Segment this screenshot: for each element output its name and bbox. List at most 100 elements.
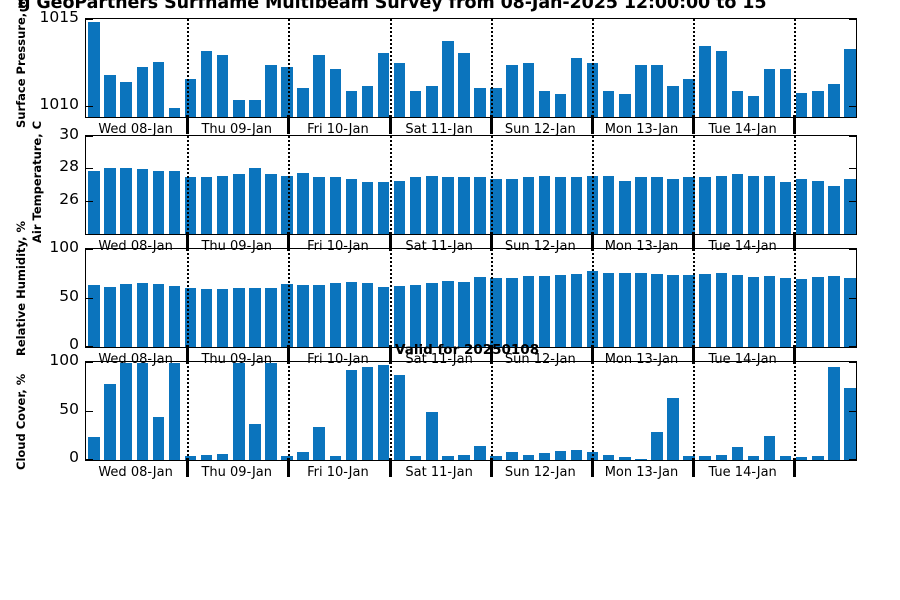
bar bbox=[136, 66, 149, 117]
x-axis-day-label: Tue 14-Jan bbox=[708, 352, 777, 367]
y-tick-mark bbox=[86, 346, 93, 347]
bar bbox=[715, 273, 728, 347]
bar bbox=[297, 172, 309, 234]
day-tick bbox=[489, 232, 493, 251]
x-axis-day-label: Fri 10-Jan bbox=[307, 352, 369, 367]
x-axis-day-label: Sun 12-Jan bbox=[504, 352, 576, 367]
x-axis: Wed 08-Jan Thu 09-Jan Fri 10-Jan Sat 11-Jan… bbox=[85, 458, 857, 488]
x-axis-day-label: Thu 09-Jan bbox=[201, 122, 273, 137]
bar bbox=[844, 49, 856, 117]
y-tick-mark bbox=[849, 105, 856, 107]
bar bbox=[281, 175, 293, 234]
bar bbox=[667, 85, 679, 117]
x-axis-day-label: Wed 08-Jan bbox=[98, 352, 173, 367]
x-axis-day-label: Fri 10-Jan bbox=[307, 239, 369, 254]
y-tick-mark bbox=[849, 19, 856, 20]
day-tick bbox=[287, 115, 291, 134]
bar bbox=[409, 177, 422, 234]
bar bbox=[602, 455, 615, 460]
day-gridline bbox=[389, 249, 392, 347]
bar bbox=[844, 278, 856, 347]
bar bbox=[184, 287, 197, 347]
bar bbox=[651, 274, 663, 347]
bar bbox=[345, 179, 358, 234]
day-tick bbox=[590, 115, 594, 134]
bar bbox=[393, 374, 406, 460]
bar bbox=[651, 65, 663, 117]
bar bbox=[442, 40, 454, 117]
bar bbox=[522, 276, 535, 347]
bar bbox=[393, 63, 406, 117]
bar bbox=[120, 82, 132, 117]
bar bbox=[699, 177, 711, 234]
bar bbox=[458, 282, 470, 347]
x-axis-day-label: Tue 14-Jan bbox=[708, 465, 777, 480]
day-gridline bbox=[389, 19, 392, 117]
panel-relative-humidity bbox=[85, 248, 857, 348]
plot-area-air-temperature bbox=[86, 136, 856, 234]
day-gridline bbox=[288, 249, 291, 347]
y-tick-label: 50 bbox=[59, 286, 79, 305]
day-tick bbox=[186, 458, 190, 477]
bar bbox=[570, 450, 583, 460]
day-gridline bbox=[490, 19, 493, 117]
bar bbox=[88, 170, 100, 234]
bar bbox=[490, 87, 502, 117]
y-tick-label: 26 bbox=[59, 189, 79, 208]
x-axis-day-label: Sun 12-Jan bbox=[504, 239, 576, 254]
bar bbox=[538, 91, 551, 117]
bar bbox=[345, 91, 358, 117]
bar bbox=[377, 52, 390, 117]
panel-surface-pressure bbox=[85, 18, 857, 118]
y-tick-mark bbox=[86, 200, 93, 202]
bar bbox=[570, 274, 583, 347]
bar bbox=[249, 287, 261, 347]
bar bbox=[216, 54, 229, 117]
bar bbox=[651, 431, 663, 460]
bar bbox=[184, 78, 197, 117]
bar bbox=[474, 446, 486, 460]
bar bbox=[828, 366, 840, 460]
bar bbox=[538, 175, 551, 234]
bar bbox=[136, 169, 149, 234]
bar bbox=[635, 459, 647, 460]
bar bbox=[506, 278, 518, 347]
day-gridline bbox=[693, 362, 696, 460]
bar bbox=[426, 411, 438, 460]
day-gridline bbox=[187, 19, 190, 117]
bar bbox=[265, 287, 277, 347]
bar bbox=[265, 65, 277, 117]
day-gridline bbox=[693, 19, 696, 117]
day-tick bbox=[388, 232, 392, 251]
y-tick-label: 100 bbox=[49, 238, 79, 256]
y-tick-mark bbox=[86, 410, 93, 412]
bar bbox=[458, 52, 470, 117]
bar bbox=[361, 366, 374, 460]
day-gridline bbox=[591, 362, 594, 460]
bar bbox=[683, 177, 695, 234]
x-axis-day-label: Fri 10-Jan bbox=[307, 465, 369, 480]
bar bbox=[619, 180, 631, 234]
bar bbox=[506, 179, 518, 234]
day-gridline bbox=[591, 136, 594, 234]
bar bbox=[844, 388, 856, 460]
bar bbox=[779, 278, 792, 347]
y-tick-mark bbox=[849, 168, 856, 170]
bar bbox=[554, 451, 567, 460]
bar bbox=[345, 282, 358, 347]
y-tick-label: 28 bbox=[59, 157, 79, 176]
valid-for-annotation: Valid for 20250108 bbox=[395, 342, 540, 358]
bar bbox=[699, 274, 711, 347]
day-tick bbox=[590, 345, 594, 364]
bar bbox=[779, 456, 792, 460]
bar bbox=[281, 283, 293, 347]
y-tick-mark bbox=[849, 249, 856, 250]
day-gridline bbox=[693, 136, 696, 234]
y-tick-mark bbox=[86, 459, 93, 460]
bar bbox=[667, 397, 679, 460]
day-tick bbox=[793, 115, 797, 134]
bar bbox=[297, 452, 309, 460]
bar bbox=[329, 177, 342, 234]
x-axis-day-label: Sat 11-Jan bbox=[405, 465, 473, 480]
bar bbox=[216, 175, 229, 234]
